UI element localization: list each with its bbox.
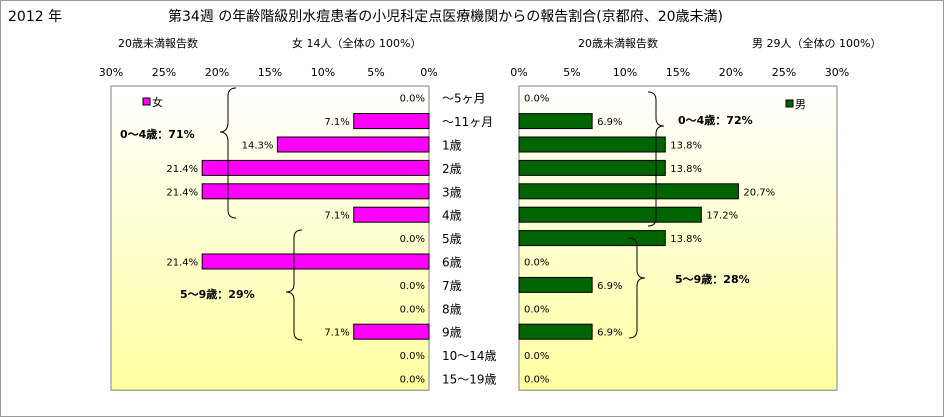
male-data-label: 0.0% [524,94,549,105]
female-x-tick-label: 20% [205,66,229,79]
female-bar [353,323,430,340]
age-category-label: 2歳 [442,162,462,176]
female-data-label: 7.1% [324,117,349,128]
male-x-tick-label: 20% [719,66,743,79]
male-0-4-annotation: 0～4歳：72% [678,113,753,127]
female-data-label: 21.4% [166,258,198,269]
male-x-tick-label: 0% [510,66,527,79]
male-bar [518,183,739,200]
chart-title: 第34週 の年齢階級別水痘患者の小児科定点医療機関からの報告割合(京都府、20歳… [168,9,724,25]
age-category-label: ～5ヶ月 [442,92,486,106]
female-bar [201,253,430,270]
male-data-label: 13.8% [670,164,702,175]
age-category-label: ～11ヶ月 [442,115,493,129]
age-category-label: 7歳 [442,279,462,293]
female-legend-swatch [142,97,151,106]
male-bar [518,159,666,176]
male-data-label: 6.9% [597,281,622,292]
male-data-label: 6.9% [597,117,622,128]
male-data-label: 6.9% [597,328,622,339]
female-total-count: 女 14人（全体の 100%） [292,37,422,50]
female-bar [276,136,430,153]
female-data-label: 0.0% [400,94,425,105]
male-legend-label: 男 [795,98,806,111]
female-data-label: 0.0% [400,351,425,362]
age-category-label: 4歳 [442,209,462,223]
female-bar [201,183,430,200]
female-data-label: 7.1% [324,328,349,339]
male-x-tick-label: 25% [772,66,796,79]
female-data-label: 21.4% [166,187,198,198]
age-category-label: 5歳 [442,232,462,246]
male-data-label: 0.0% [524,375,549,386]
female-bar [201,159,430,176]
age-category-label: 3歳 [442,185,462,199]
male-total-count: 男 29人（全体の 100%） [752,37,882,50]
male-bar [518,323,593,340]
male-bar [518,136,666,153]
female-5-9-brace [285,229,303,341]
male-data-label: 0.0% [524,258,549,269]
male-x-tick-label: 5% [563,66,580,79]
male-data-label: 17.2% [706,211,738,222]
female-0-4-annotation: 0～4歳：71% [120,127,195,141]
male-5-9-brace [628,237,646,339]
female-x-tick-label: 5% [367,66,384,79]
male-x-tick-label: 15% [666,66,690,79]
male-total-label: 20歳未満報告数 [578,37,658,50]
female-5-9-annotation: 5～9歳：29% [180,287,255,301]
female-data-label: 0.0% [400,304,425,315]
age-category-label: 9歳 [442,326,462,340]
male-5-9-annotation: 5～9歳：28% [675,272,750,286]
age-category-label: 8歳 [442,302,462,316]
male-data-label: 0.0% [524,304,549,315]
male-bar [518,206,702,223]
male-x-tick-label: 10% [613,66,637,79]
male-bar [518,276,593,293]
female-total-label: 20歳未満報告数 [118,37,198,50]
female-data-label: 14.3% [242,141,274,152]
female-data-label: 0.0% [400,375,425,386]
female-x-tick-label: 30% [99,66,123,79]
female-bar [353,113,430,130]
male-data-label: 0.0% [524,351,549,362]
female-data-label: 21.4% [166,164,198,175]
male-legend-swatch [785,99,794,108]
chart-year: 2012 年 [8,9,63,25]
male-bar [518,113,593,130]
age-category-label: 15～19歳 [442,373,497,387]
age-category-label: 6歳 [442,256,462,270]
female-data-label: 0.0% [400,234,425,245]
male-x-tick-label: 30% [825,66,849,79]
female-bar [353,206,430,223]
male-data-label: 13.8% [670,141,702,152]
female-data-label: 7.1% [324,211,349,222]
female-x-tick-label: 15% [258,66,282,79]
male-data-label: 20.7% [743,187,775,198]
female-x-tick-label: 0% [420,66,437,79]
female-data-label: 0.0% [400,281,425,292]
age-category-label: 1歳 [442,139,462,153]
female-x-tick-label: 10% [311,66,335,79]
female-legend-label: 女 [152,95,163,109]
age-category-label: 10～14歳 [442,349,497,363]
female-x-tick-label: 25% [152,66,176,79]
male-bar [518,230,666,247]
male-data-label: 13.8% [670,234,702,245]
female-0-4-brace [219,87,237,219]
male-0-4-brace [647,91,665,227]
